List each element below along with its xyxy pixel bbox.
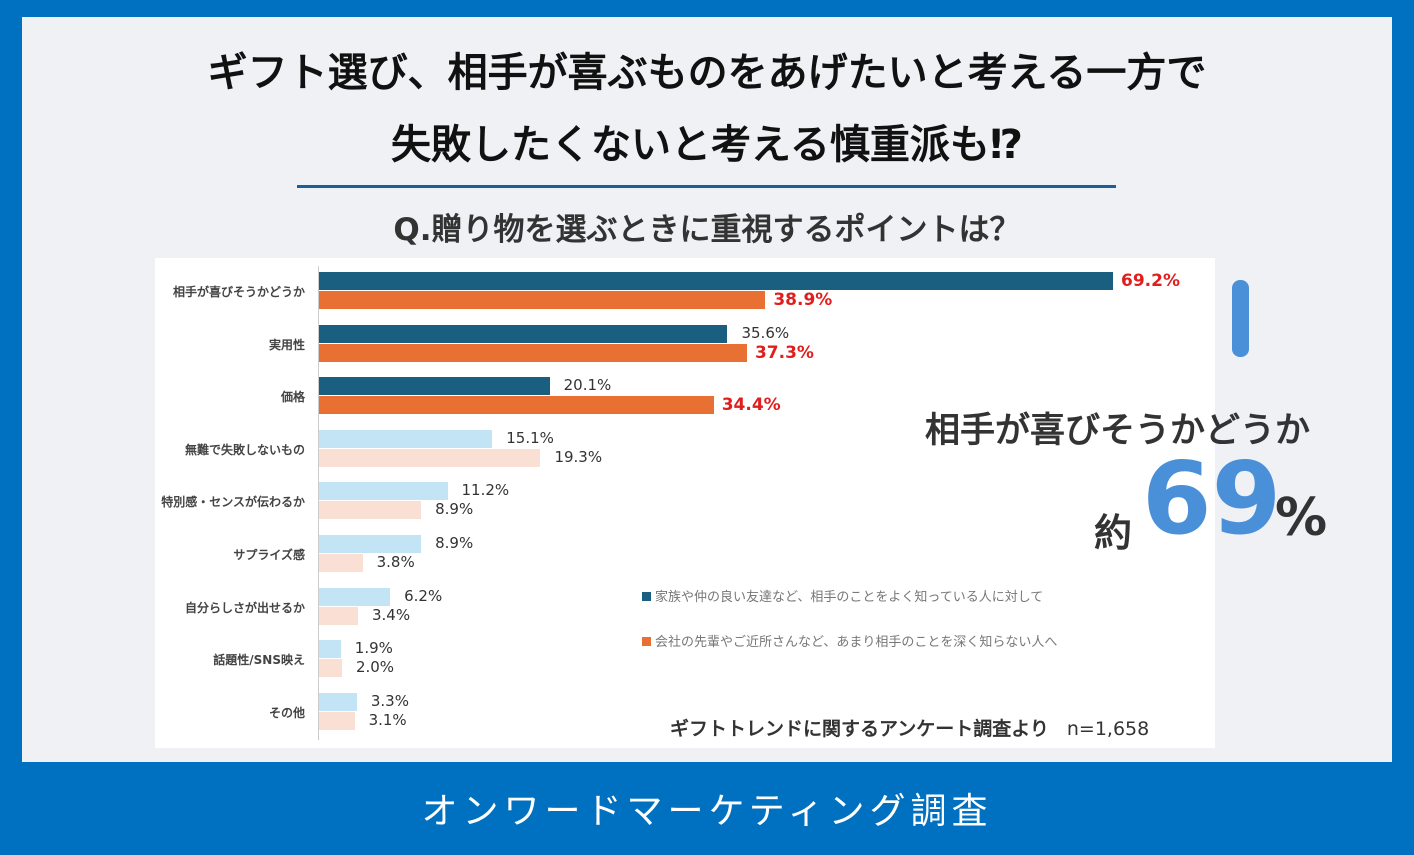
bar-close — [319, 272, 1113, 290]
callout-suffix: % — [1275, 488, 1328, 548]
data-label: 15.1% — [506, 428, 554, 447]
bar-close — [319, 377, 550, 396]
data-label: 3.8% — [376, 553, 415, 571]
title-line-2: 失敗したくないと考える慎重派も⁉ — [391, 122, 1023, 168]
callout-prefix: 約 — [1094, 511, 1133, 555]
category-label: 価格 — [280, 390, 305, 405]
bar-close — [319, 535, 422, 553]
data-label: 1.9% — [354, 639, 393, 658]
data-label: 19.3% — [554, 447, 603, 466]
legend-label: 家族や仲の良い友達など、相手のことをよく知っている人に対して — [655, 590, 1044, 605]
legend-swatch — [642, 592, 651, 601]
data-label: 34.4% — [721, 395, 781, 416]
data-label: 8.9% — [435, 534, 474, 552]
bar-close — [319, 640, 341, 659]
data-label: 20.1% — [563, 376, 612, 395]
bar-close — [319, 692, 357, 711]
data-label: 2.0% — [355, 658, 395, 677]
data-label: 69.2% — [1121, 271, 1180, 291]
category-label: 無難で失敗しないもの — [184, 442, 305, 457]
bar-distant — [319, 396, 714, 415]
legend-item-distant: 会社の先輩やご近所さんなど、あまり相手のことを深く知らない人へ — [642, 631, 1057, 650]
bar-chart: 家族や仲の良い友達など、相手のことをよく知っている人に対して 会社の先輩やご近所… — [155, 258, 1215, 748]
category-label: 話題性/SNS映え — [213, 653, 305, 668]
data-label: 6.2% — [404, 586, 443, 605]
question-heading: Q.贈り物を選ぶときに重視するポイントは？ — [393, 212, 1021, 248]
data-label: 3.1% — [368, 710, 407, 729]
data-label: 8.9% — [435, 500, 474, 519]
bar-distant — [319, 343, 747, 362]
data-label: 37.3% — [754, 342, 814, 363]
source-text: ギフトトレンドに関するアンケート調査より — [670, 718, 1049, 740]
category-label: 自分らしさが出せるか — [184, 600, 305, 615]
callout-label: 相手が喜びそうかどうか — [925, 411, 1311, 451]
data-label: 11.2% — [461, 481, 510, 500]
bar-distant — [319, 659, 342, 678]
category-label: その他 — [268, 705, 305, 720]
bar-close — [319, 324, 728, 343]
category-label: 相手が喜びそうかどうか — [172, 285, 305, 299]
category-label: 実用性 — [268, 337, 305, 352]
data-label: 38.9% — [773, 290, 833, 310]
bar-distant — [319, 448, 541, 467]
sample-size: n=1,658 — [1066, 718, 1150, 740]
bar-close — [319, 429, 493, 448]
bar-close — [319, 587, 391, 606]
source-note: ギフトトレンドに関するアンケート調査より n=1,658 — [670, 714, 1149, 741]
bar-close — [319, 482, 448, 501]
category-label: サプライズ感 — [233, 548, 305, 562]
bar-distant — [319, 291, 766, 309]
callout-value: 69 — [1142, 440, 1282, 557]
accent-bar — [1232, 280, 1249, 357]
data-label: 3.4% — [372, 605, 411, 624]
bar-distant — [319, 501, 422, 520]
bar-distant — [319, 606, 358, 625]
legend-label: 会社の先輩やご近所さんなど、あまり相手のことを深く知らない人へ — [655, 635, 1058, 650]
data-label: 35.6% — [741, 323, 790, 342]
category-axis — [318, 266, 319, 740]
bar-distant — [319, 554, 363, 572]
footer-credit: オンワードマーケティング調査 — [421, 791, 993, 832]
bar-distant — [319, 711, 355, 730]
legend-item-close: 家族や仲の良い友達など、相手のことをよく知っている人に対して — [642, 586, 1043, 605]
title-line-1: ギフト選び、相手が喜ぶものをあげたいと考える一方で — [207, 50, 1207, 96]
title-divider — [297, 185, 1116, 188]
category-label: 特別感・センスが伝わるか — [161, 495, 305, 510]
legend-swatch — [642, 637, 651, 646]
data-label: 3.3% — [370, 691, 409, 710]
